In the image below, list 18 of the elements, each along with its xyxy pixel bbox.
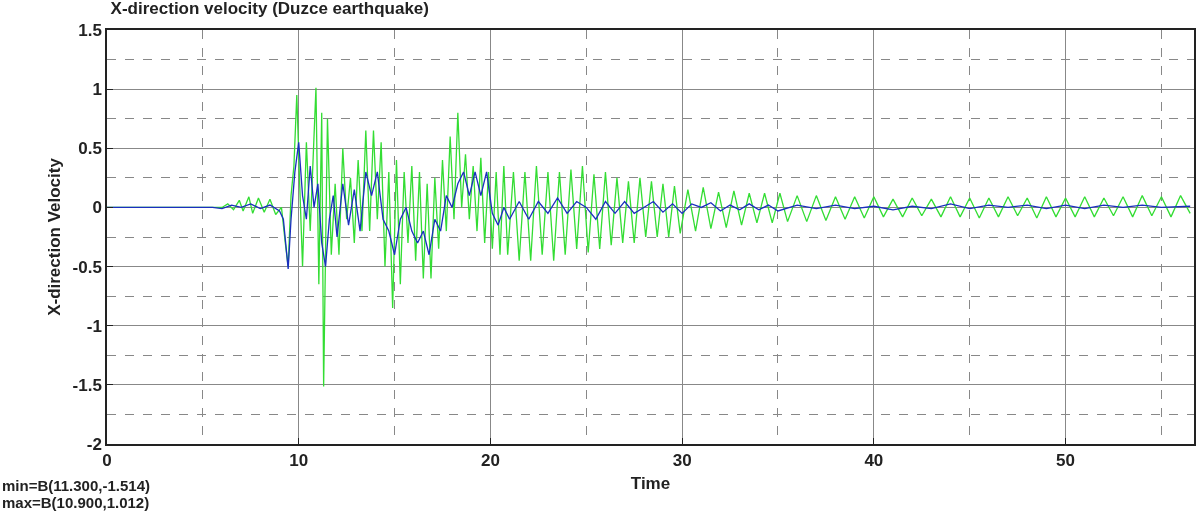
y-tick-label: -1 xyxy=(86,316,102,336)
y-tick-label: 0.5 xyxy=(78,139,102,159)
x-tick-label: 20 xyxy=(480,451,500,471)
y-tick-label: 1 xyxy=(92,80,102,100)
chart-title: X-direction velocity (Duzce earthquake) xyxy=(110,0,429,18)
y-tick-label: 1.5 xyxy=(78,20,102,40)
y-tick-label: -2 xyxy=(86,434,102,454)
y-axis-title: X-direction Velocity xyxy=(44,157,64,316)
x-tick-label: 30 xyxy=(672,451,692,471)
y-tick-label: -1.5 xyxy=(72,375,102,395)
x-axis-title: Time xyxy=(630,474,671,494)
y-tick-label: -0.5 xyxy=(72,257,102,277)
text: min=B(11.300,-1.514) xyxy=(2,477,151,494)
x-tick-label: 40 xyxy=(864,451,884,471)
text: max=B(10.900,1.012) xyxy=(2,494,150,511)
y-tick-label: 0 xyxy=(92,198,102,218)
x-tick-label: 10 xyxy=(289,451,309,471)
x-tick-label: 50 xyxy=(1056,451,1076,471)
